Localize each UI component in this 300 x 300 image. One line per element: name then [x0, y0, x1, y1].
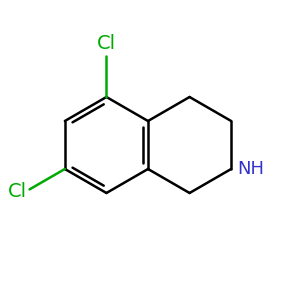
Text: Cl: Cl [8, 182, 26, 201]
Text: NH: NH [237, 160, 264, 178]
Text: Cl: Cl [97, 34, 116, 53]
